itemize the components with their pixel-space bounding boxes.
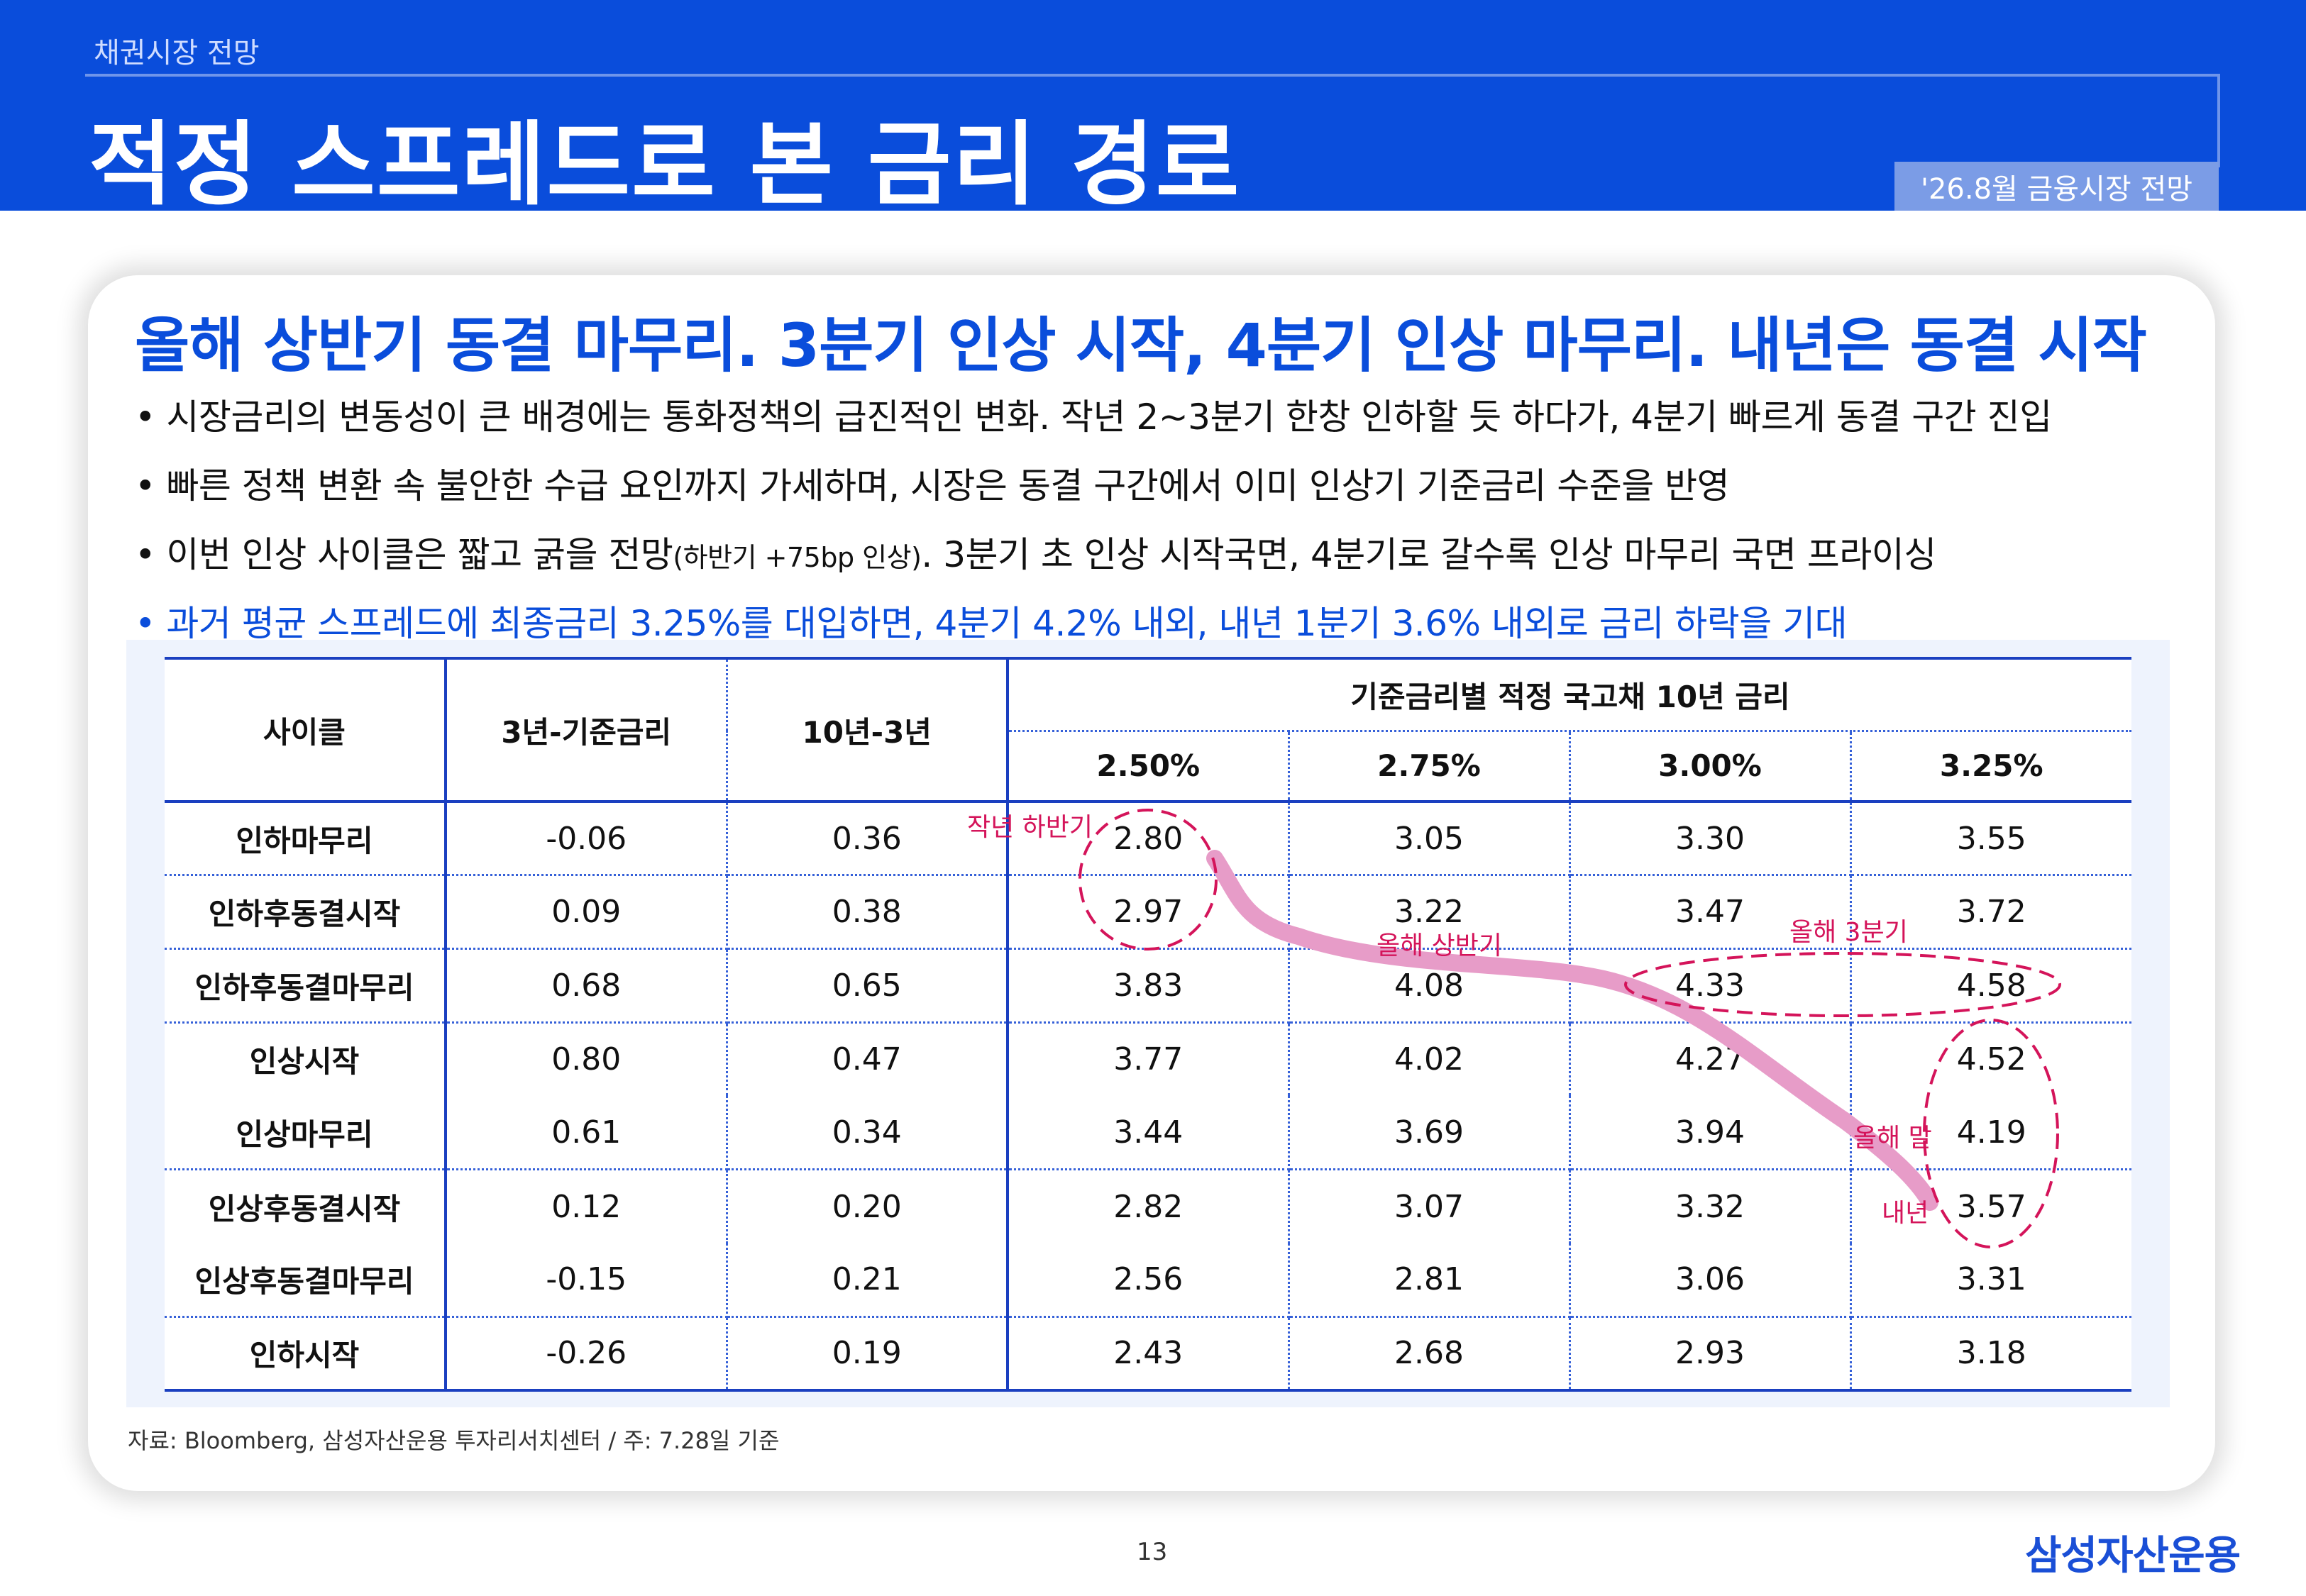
rate-value: 2.56 [1008, 1243, 1290, 1318]
bullet-3: • 이번 인상 사이클은 짧고 굵을 전망(하반기 +75bp 인상). 3분기… [135, 526, 2192, 595]
header-rate-1: 2.75% [1289, 731, 1571, 804]
bullet-1: • 시장금리의 변동성이 큰 배경에는 통화정책의 급진적인 변화. 작년 2~… [135, 397, 2052, 438]
rate-value: 3.77 [1008, 1022, 1290, 1097]
spread-10y-3y: 0.21 [727, 1243, 1009, 1318]
cycle-label: 인하후동결마무리 [165, 948, 447, 1024]
bullet-3-main: • 이번 인상 사이클은 짧고 굵을 전망 [135, 534, 673, 575]
table-row: 인하마무리 -0.06 0.36 2.80 3.05 3.30 3.55 [165, 802, 2132, 877]
table-row: 인하후동결마무리 0.68 0.65 3.83 4.08 4.33 4.58 [165, 948, 2132, 1024]
table-row: 인하후동결시작 0.09 0.38 2.97 3.22 3.47 3.72 [165, 875, 2132, 951]
bullet-list: • 시장금리의 변동성이 큰 배경에는 통화정책의 급진적인 변화. 작년 2~… [135, 389, 2192, 664]
table-header-row: 사이클 3년-기준금리 10년-3년 기준금리별 적정 국고채 10년 금리 [165, 656, 2132, 804]
rate-value: 2.82 [1008, 1169, 1290, 1243]
rate-value: 3.57 [1956, 1188, 2026, 1225]
rate-value: 4.52 [1956, 1041, 2026, 1078]
rate-value: 3.44 [1008, 1096, 1290, 1171]
headline: 올해 상반기 동결 마무리. 3분기 인상 시작, 4분기 인상 마무리. 내년… [135, 311, 2147, 380]
rate-value: 3.06 [1569, 1243, 1852, 1318]
header-spread-10y-3y: 10년-3년 [727, 656, 1009, 804]
spread-3y-base: 0.12 [446, 1169, 728, 1243]
rate-value: 2.80 [1008, 802, 1290, 877]
rate-value: 2.81 [1289, 1243, 1571, 1318]
header-rate-group: 기준금리별 적정 국고채 10년 금리 [1008, 656, 2132, 732]
rate-value: 2.93 [1569, 1317, 1852, 1392]
cycle-label: 인상시작 [165, 1022, 447, 1097]
spread-3y-base: -0.26 [446, 1317, 728, 1392]
rate-value: 3.31 [1850, 1243, 2132, 1318]
bullet-2: • 빠른 정책 변환 속 불안한 수급 요인까지 가세하며, 시장은 동결 구간… [135, 465, 1730, 506]
bullet-4: • 과거 평균 스프레드에 최종금리 3.25%를 대입하면, 4분기 4.2%… [135, 603, 1848, 644]
table-row: 인하시작 -0.26 0.19 2.43 2.68 2.93 3.18 [165, 1317, 2132, 1392]
rate-value: 2.97 [1008, 875, 1290, 951]
spread-10y-3y: 0.34 [727, 1096, 1009, 1171]
header-rate-2: 3.00% [1569, 731, 1852, 804]
rate-value: 2.68 [1289, 1317, 1571, 1392]
rate-value: 3.47 [1569, 875, 1852, 951]
table-row: 인상후동결시작 0.12 0.20 2.82 3.07 3.32 3.57 [165, 1169, 2131, 1243]
rate-value: 3.55 [1850, 802, 2132, 877]
rate-value: 3.83 [1008, 948, 1290, 1024]
spread-10y-3y: 0.36 [727, 802, 1009, 877]
spread-3y-base: 0.68 [446, 948, 728, 1024]
rate-value: 4.33 [1569, 948, 1852, 1024]
section-label: 채권시장 전망 [94, 37, 260, 70]
header-rate-0: 2.50% [1008, 731, 1290, 804]
rate-value: 3.18 [1850, 1317, 2132, 1392]
cycle-label: 인상후동결마무리 [165, 1243, 447, 1318]
report-badge: '26.8월 금융시장 전망 [1894, 162, 2219, 211]
cycle-label: 인하시작 [165, 1317, 447, 1392]
rate-value: 2.43 [1008, 1317, 1290, 1392]
spread-10y-3y: 0.38 [727, 875, 1009, 951]
rate-value: 3.07 [1289, 1169, 1571, 1243]
rate-value: 4.02 [1289, 1022, 1571, 1097]
header-spread-3y-base: 3년-기준금리 [446, 656, 728, 804]
spread-10y-3y: 0.47 [727, 1022, 1009, 1097]
rate-value: 3.69 [1289, 1096, 1571, 1171]
spread-table: 사이클 3년-기준금리 10년-3년 기준금리별 적정 국고채 10년 금리 2.50%… [165, 656, 2132, 1392]
table-row: 인상후동결마무리 -0.15 0.21 2.56 2.81 3.06 3.31 [165, 1243, 2132, 1318]
page-title: 적정 스프레드로 본 금리 경로 [89, 112, 1241, 218]
rate-value: 3.94 [1569, 1096, 1852, 1171]
cycle-label: 인상마무리 [165, 1096, 447, 1171]
rate-value: 4.27 [1569, 1022, 1852, 1097]
rate-value: 3.05 [1289, 802, 1571, 877]
bullet-3-note: (하반기 +75bp 인상) [673, 542, 922, 573]
spread-10y-3y: 0.20 [727, 1169, 1009, 1243]
cycle-label: 인하마무리 [165, 802, 447, 877]
spread-10y-3y: 0.19 [727, 1317, 1009, 1392]
rate-value: 4.19 [1850, 1096, 2132, 1171]
header-bar: 채권시장 전망 적정 스프레드로 본 금리 경로 '26.8월 금융시장 전망 [0, 0, 2306, 218]
rate-value: 3.72 [1850, 875, 2132, 951]
spread-3y-base: 0.80 [446, 1022, 728, 1097]
page-number: 13 [1137, 1538, 1168, 1566]
rate-value: 4.08 [1289, 948, 1571, 1024]
source-note: 자료: Bloomberg, 삼성자산운용 투자리서치센터 / 주: 7.28일… [128, 1427, 780, 1454]
header-divider [85, 74, 2220, 167]
rate-value: 3.32 [1569, 1169, 1852, 1243]
spread-3y-base: -0.06 [446, 802, 728, 877]
spread-3y-base: 0.09 [446, 875, 728, 951]
bullet-3-rest: . 3분기 초 인상 시작국면, 4분기로 갈수록 인상 마무리 국면 프라이싱 [921, 534, 1936, 575]
company-logo: 삼성자산운용 [2025, 1533, 2241, 1579]
cycle-label: 인상후동결시작 [165, 1169, 447, 1243]
rate-value: 3.30 [1569, 802, 1852, 877]
spread-10y-3y: 0.65 [727, 948, 1009, 1024]
header-rate-3: 3.25% [1850, 731, 2132, 804]
cycle-label: 인하후동결시작 [165, 875, 447, 951]
rate-value: 4.58 [1850, 948, 2132, 1024]
table-row: 인상시작 0.80 0.47 3.77 4.02 4.27 4.52 [165, 1022, 2131, 1097]
spread-3y-base: 0.61 [446, 1096, 728, 1171]
table-row: 인상마무리 0.61 0.34 3.44 3.69 3.94 4.19 [165, 1096, 2132, 1171]
table-header-row-rates: 2.50% 2.75% 3.00% 3.25% [165, 731, 2132, 804]
header-cycle: 사이클 [165, 656, 447, 804]
rate-value: 3.22 [1289, 875, 1571, 951]
spread-3y-base: -0.15 [446, 1243, 728, 1318]
